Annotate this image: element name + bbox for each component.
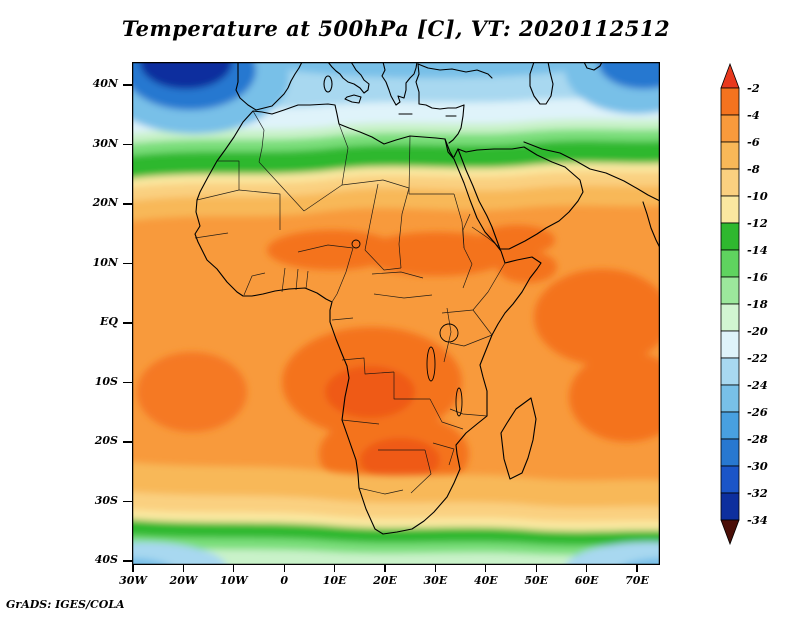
lon-tick-label: 30W (119, 574, 147, 587)
lat-tick-label: 10S (94, 374, 118, 388)
colorbar-arrow-top-icon (720, 62, 740, 89)
lon-tick-label: 30E (423, 574, 448, 587)
lon-tick-mark (535, 565, 537, 572)
lat-tick-mark (123, 262, 132, 265)
colorbar-segment (720, 492, 740, 521)
lat-tick-label: 30N (92, 136, 118, 150)
colorbar-segment (720, 357, 740, 386)
colorbar-segment (720, 438, 740, 467)
lon-tick-mark (132, 565, 134, 572)
coastlines (194, 62, 660, 535)
lon-tick-mark (636, 565, 638, 572)
colorbar-label: -18 (747, 297, 768, 311)
colorbar-segment (720, 249, 740, 278)
lat-tick-mark (123, 143, 132, 146)
colorbar-segment (720, 330, 740, 359)
plot-title: Temperature at 500hPa [C], VT: 202011251… (121, 16, 671, 41)
lat-tick-label: 20S (94, 434, 118, 447)
lon-tick-label: 10W (219, 574, 248, 587)
colorbar-label: -12 (747, 216, 768, 230)
lat-tick-mark (123, 322, 132, 324)
lon-tick-mark (586, 565, 588, 572)
lon-tick-label: 40E (473, 574, 498, 587)
lon-tick-mark (485, 565, 487, 572)
lon-tick-mark (384, 565, 386, 572)
colorbar-label: -14 (747, 243, 768, 257)
colorbar-segment (720, 411, 740, 440)
colorbar-label: -16 (747, 270, 768, 284)
lon-tick-label: 0 (280, 574, 289, 587)
warm-patches (137, 225, 660, 496)
colorbar-label: -30 (747, 459, 768, 473)
lat-tick-label: 40S (94, 553, 118, 566)
lon-tick-label: 70E (625, 574, 649, 587)
country-borders (194, 110, 506, 495)
temperature-field-map (132, 62, 660, 565)
colorbar-legend: -2 -4 -6 -8 -10 -12 -14 -16 -18 -20 -22 -24 -26 -28 -3… (716, 60, 798, 560)
lon-tick-mark (283, 565, 285, 572)
lon-tick-mark (233, 565, 235, 572)
filled-contours (132, 62, 660, 565)
colorbar-label: -32 (747, 486, 768, 500)
lat-tick-mark (123, 203, 132, 205)
colorbar-arrow-bottom-icon (720, 519, 740, 546)
lat-tick-mark (123, 441, 132, 443)
lon-tick-label: 10E (322, 574, 347, 587)
colorbar-segment (720, 87, 740, 116)
lon-tick-mark (334, 565, 336, 572)
lat-tick-mark (123, 381, 132, 384)
colorbar-segment (720, 465, 740, 494)
colorbar-label: -8 (747, 162, 760, 176)
colorbar-segment (720, 114, 740, 143)
colorbar-segment (720, 303, 740, 332)
lat-tick-label: EQ (100, 315, 118, 328)
colorbar-segment (720, 384, 740, 413)
colorbar-svg: -2 -4 -6 -8 -10 -12 -14 -16 -18 -20 -22 -24 -26 -28 -3… (720, 62, 768, 546)
colorbar-segment (720, 222, 740, 251)
colorbar-segment (720, 276, 740, 305)
lon-tick-label: 50E (524, 574, 549, 587)
lon-tick-mark (182, 565, 184, 572)
colorbar-label: -22 (747, 351, 768, 365)
colorbar-label: -4 (747, 108, 760, 122)
lat-tick-label: 30S (94, 493, 118, 507)
colorbar-segment (720, 168, 740, 197)
lat-tick-label: 20N (92, 196, 118, 209)
colorbar-label: -24 (747, 378, 768, 392)
lat-tick-label: 10N (92, 255, 118, 269)
colorbar-label: -20 (747, 324, 768, 338)
colorbar-label: -6 (747, 135, 760, 149)
colorbar-label: -26 (747, 405, 768, 419)
lat-tick-mark (123, 84, 132, 86)
lon-tick-mark (434, 565, 436, 572)
colorbar-label: -34 (747, 513, 768, 527)
colorbar-label: -28 (747, 432, 768, 446)
colorbar-segment (720, 195, 740, 224)
colorbar-label: -2 (747, 81, 760, 95)
lat-tick-mark (123, 560, 132, 562)
lon-tick-label: 20E (373, 574, 397, 587)
colorbar-segment (720, 141, 740, 170)
map-frame (132, 62, 660, 565)
lon-tick-label: 60E (574, 574, 599, 587)
colorbar-label: -10 (747, 189, 768, 203)
lat-tick-mark (123, 500, 132, 503)
lat-tick-label: 40N (92, 77, 118, 90)
lakes (351, 239, 463, 417)
credit-text: GrADS: IGES/COLA (6, 598, 125, 611)
lon-tick-label: 20W (169, 574, 198, 587)
